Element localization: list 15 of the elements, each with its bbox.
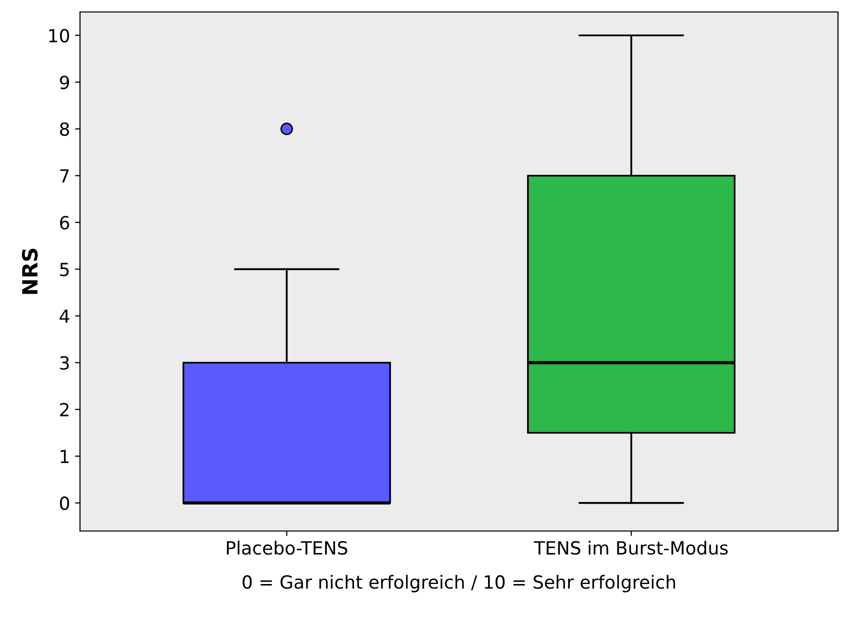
x-axis-title: 0 = Gar nicht erfolgreich / 10 = Sehr erfolgreich [242, 574, 676, 592]
y-tick-label: 0 [60, 496, 70, 510]
y-tick-label: 5 [60, 262, 69, 276]
y-tick-label: 6 [60, 216, 70, 230]
y-tick-label: 9 [60, 76, 70, 90]
x-tick-label: Placebo-TENS [226, 540, 348, 555]
y-tick-label: 8 [60, 122, 70, 136]
y-tick-label: 3 [60, 356, 69, 370]
y-tick-label: 4 [60, 310, 70, 323]
y-tick-label: 1 [60, 450, 69, 464]
x-tick-label: TENS im Burst-Modus [534, 540, 728, 555]
y-axis-title: NRS [22, 248, 38, 294]
y-tick-label: 7 [60, 169, 69, 183]
y-tick-label: 10 [49, 28, 70, 42]
y-tick-label: 2 [60, 402, 68, 416]
